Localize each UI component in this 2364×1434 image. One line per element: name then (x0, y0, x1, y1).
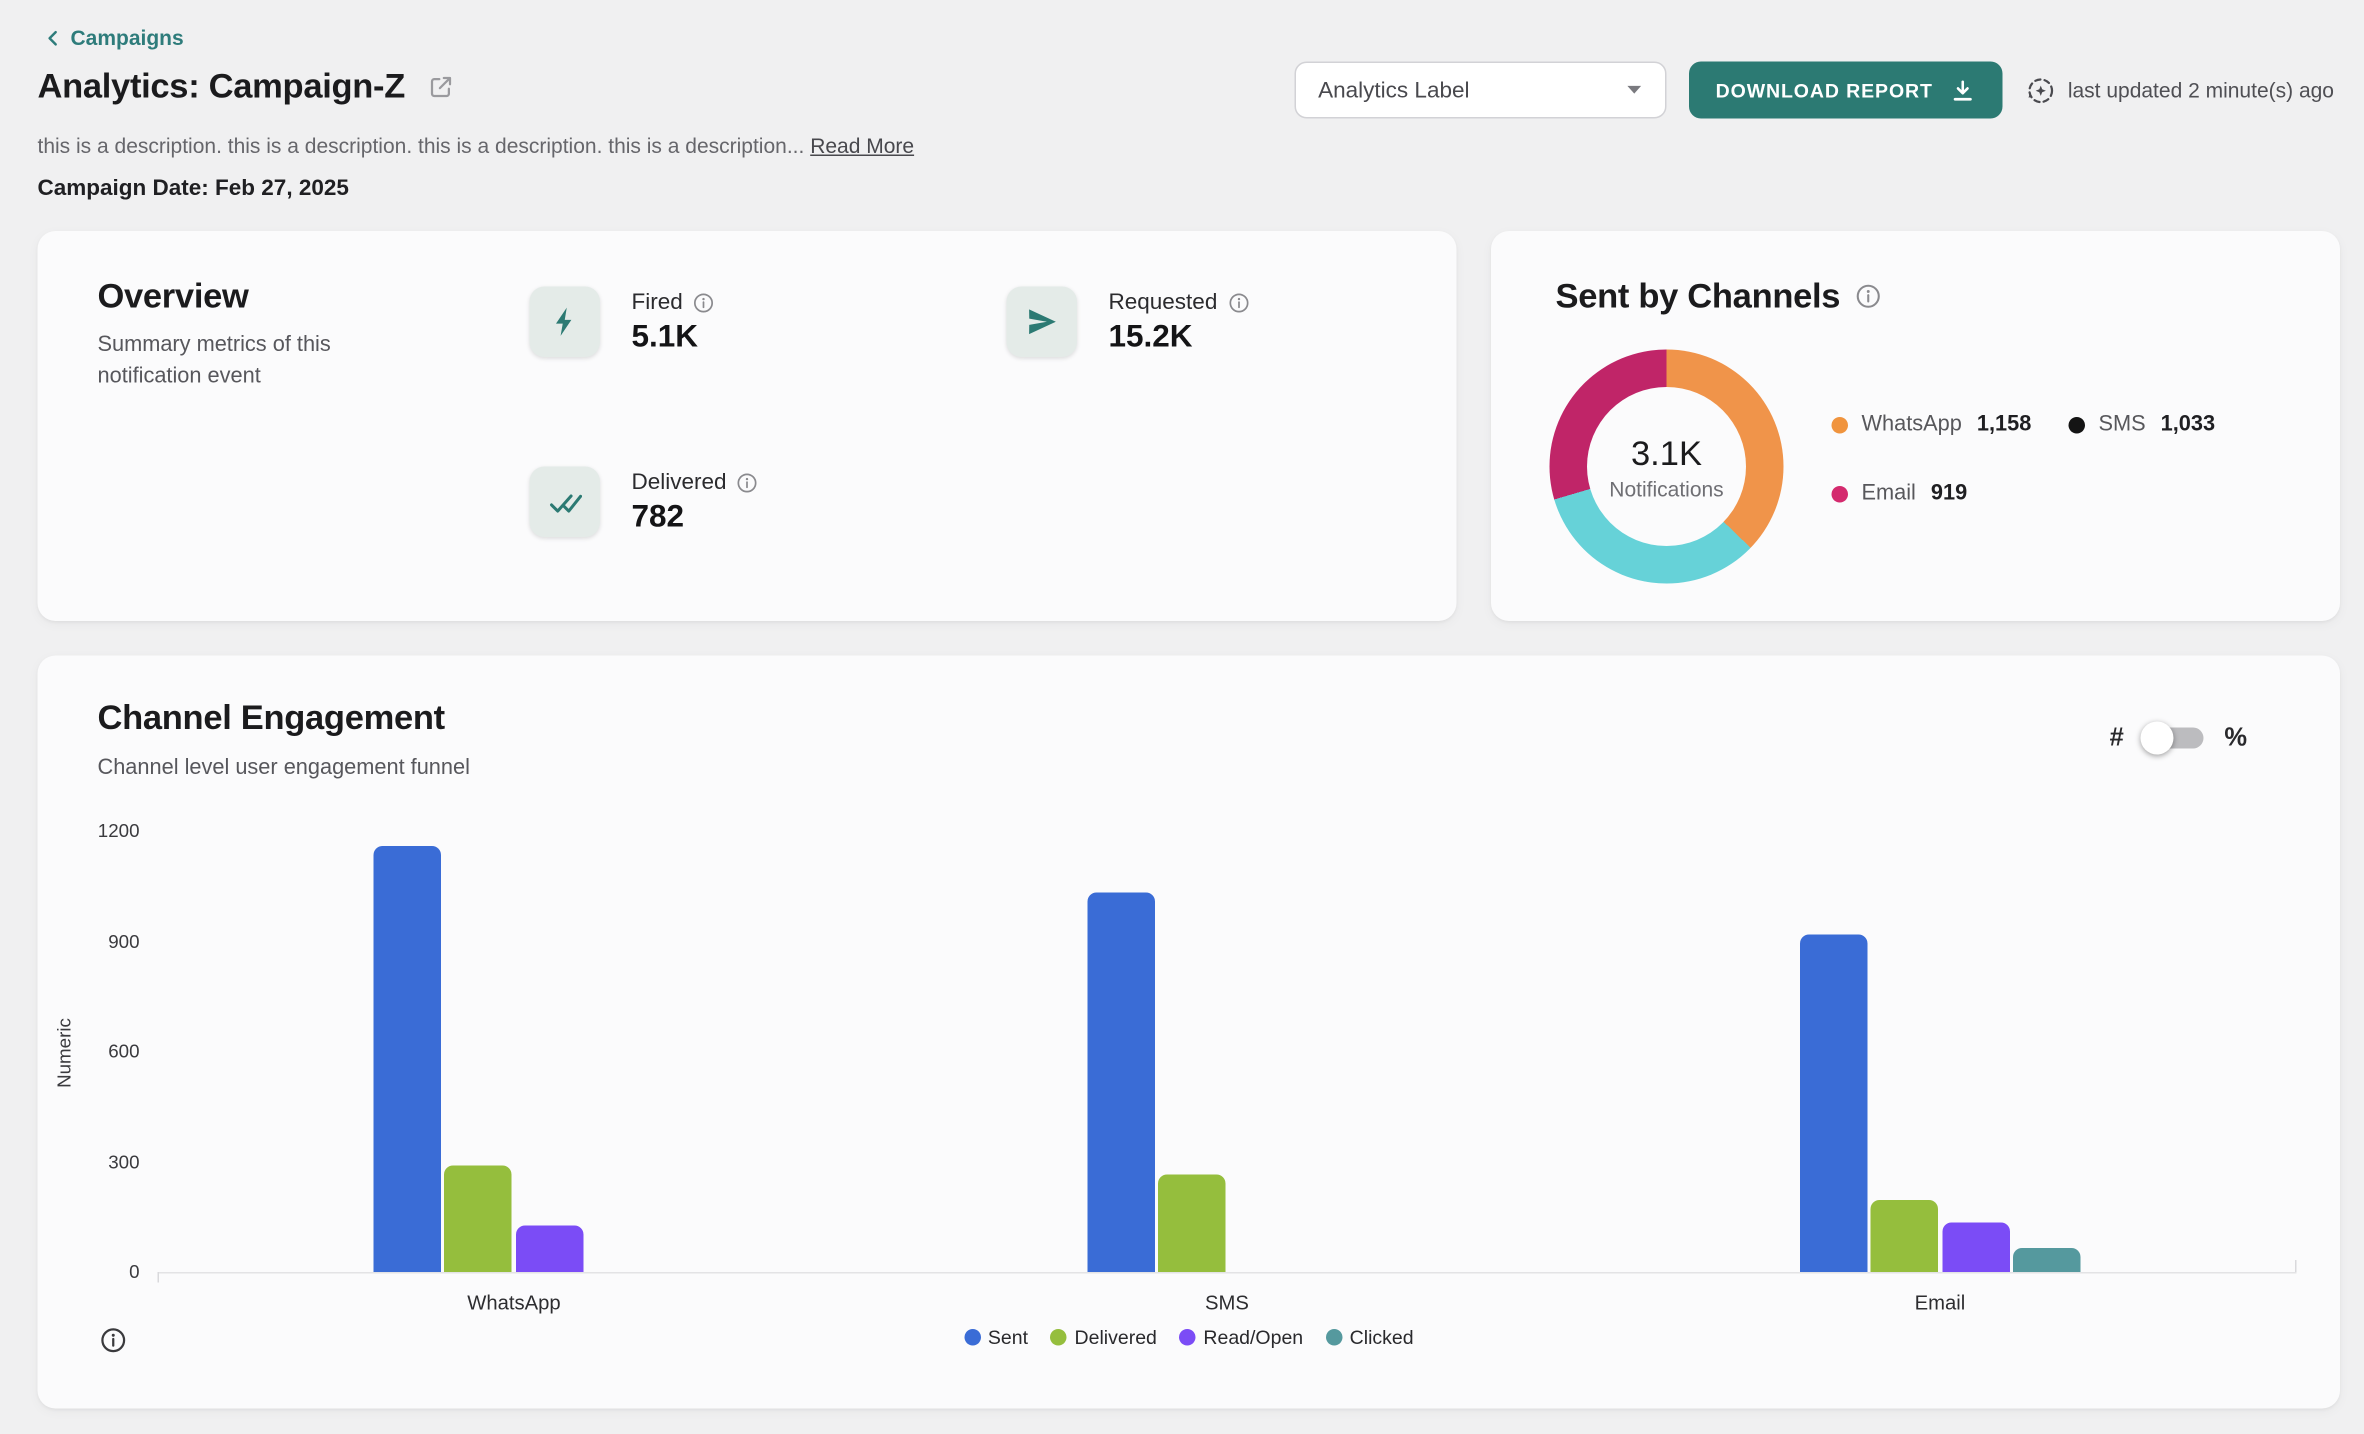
sent-by-channels-card: Sent by Channels 3.1K Notifications What… (1491, 231, 2340, 621)
donut-center: 3.1K Notifications (1587, 387, 1746, 546)
read-more-link[interactable]: Read More (810, 133, 915, 158)
metric-delivered-label: Delivered (631, 469, 727, 496)
metric-fired: Fired 5.1K (529, 286, 715, 357)
caret-down-icon (1627, 85, 1641, 94)
bar-read-open-whatsapp (515, 1226, 584, 1272)
lightning-icon (529, 286, 600, 357)
y-tick-label: 600 (108, 1041, 140, 1062)
last-updated: last updated 2 minute(s) ago (2024, 74, 2334, 106)
channels-title-row: Sent by Channels (1556, 276, 1881, 317)
x-axis-label: Email (1914, 1291, 1966, 1315)
count-percent-switch[interactable] (2140, 721, 2204, 755)
metric-requested-label: Requested (1108, 289, 1218, 316)
bar-legend-item-read-open: Read/Open (1179, 1326, 1303, 1349)
title-row: Analytics: Campaign-Z (38, 66, 455, 107)
donut-total: 3.1K (1630, 432, 1702, 472)
campaign-description: this is a description. this is a descrip… (38, 134, 915, 158)
switch-knob (2140, 721, 2174, 755)
channels-donut: 3.1K Notifications (1549, 349, 1784, 584)
legend-sms-label: SMS (2098, 412, 2146, 437)
analytics-label-select[interactable]: Analytics Label (1294, 61, 1667, 119)
bar-delivered-whatsapp (444, 1165, 513, 1272)
x-axis-label: WhatsApp (467, 1291, 561, 1315)
legend-dot (1050, 1329, 1068, 1346)
metric-requested-value: 15.2K (1108, 319, 1193, 355)
y-tick-label: 0 (129, 1261, 140, 1283)
download-report-label: DOWNLOAD REPORT (1715, 78, 1933, 102)
bar-legend-item-clicked: Clicked (1325, 1326, 1414, 1349)
send-icon (1006, 286, 1077, 357)
bar-sent-whatsapp (373, 846, 442, 1272)
description-text: this is a description. this is a descrip… (37, 133, 805, 158)
legend-dot (1179, 1329, 1196, 1346)
x-axis-label: SMS (1205, 1291, 1249, 1315)
page-title: Analytics: Campaign-Z (37, 66, 406, 105)
sync-icon[interactable] (2024, 74, 2056, 106)
legend-dot (1325, 1329, 1343, 1346)
y-tick-label: 900 (108, 930, 140, 952)
campaign-date: Campaign Date: Feb 27, 2025 (38, 176, 349, 202)
bar-legend-item-sent: Sent (963, 1326, 1028, 1349)
info-icon[interactable] (101, 1328, 127, 1354)
y-tick-label: 1200 (97, 820, 140, 842)
y-tick-label: 300 (108, 1151, 140, 1173)
bar-sent-email (1799, 934, 1868, 1272)
metric-requested: Requested 15.2K (1006, 286, 1249, 357)
engagement-subtitle: Channel level user engagement funnel (97, 756, 470, 780)
hash-symbol: # (2109, 723, 2124, 752)
count-percent-toggle-group: # % (2109, 721, 2247, 755)
download-report-button[interactable]: DOWNLOAD REPORT (1688, 61, 2002, 119)
breadcrumb[interactable]: Campaigns (44, 26, 184, 50)
legend-whatsapp-label: WhatsApp (1861, 412, 1962, 437)
bar-plot: Numeric 0 300 600 900 1200 WhatsApp SMS Email (54, 821, 2297, 1314)
last-updated-text: last updated 2 minute(s) ago (2067, 78, 2334, 102)
info-icon[interactable] (693, 292, 714, 313)
legend-item-sms: SMS 1,033 (2068, 412, 2216, 437)
bar-delivered-email (1870, 1200, 1939, 1272)
legend-email-value: 919 (1930, 481, 1968, 506)
bar-read-open-email (1941, 1222, 2010, 1272)
legend-whatsapp-value: 1,158 (1976, 412, 2032, 437)
chevron-left-icon (48, 30, 57, 45)
channel-engagement-card: Channel Engagement Channel level user en… (37, 655, 2341, 1409)
donut-total-label: Notifications (1609, 476, 1724, 501)
bar-clicked-email (2012, 1248, 2081, 1272)
double-check-icon (529, 466, 600, 537)
info-icon[interactable] (1228, 292, 1249, 313)
bar-legend: Sent Delivered Read/Open Clicked (38, 1326, 2341, 1349)
bar-delivered-sms (1157, 1174, 1226, 1272)
download-icon (1953, 79, 1972, 100)
overview-card: Overview Summary metrics of this notific… (37, 231, 1457, 621)
metric-delivered-value: 782 (631, 499, 685, 535)
bar-legend-item-delivered: Delivered (1050, 1326, 1157, 1349)
percent-symbol: % (2224, 723, 2247, 752)
metric-delivered: Delivered 782 (529, 466, 759, 537)
info-icon[interactable] (737, 472, 758, 493)
legend-item-whatsapp: WhatsApp 1,158 (1831, 412, 2032, 437)
legend-dot (963, 1329, 981, 1346)
legend-email-label: Email (1861, 481, 1916, 506)
legend-sms-value: 1,033 (2160, 412, 2216, 437)
select-value: Analytics Label (1318, 77, 1470, 103)
bar-sent-sms (1086, 892, 1155, 1272)
email-dot (1831, 485, 1848, 502)
info-icon[interactable] (1855, 284, 1881, 310)
legend-item-email: Email 919 (1831, 481, 1968, 506)
header-controls: Analytics Label DOWNLOAD REPORT last upd… (1294, 61, 2334, 119)
overview-title: Overview (97, 276, 249, 315)
sms-dot (2068, 416, 2085, 433)
metric-fired-label: Fired (631, 289, 683, 316)
campaign-date-value: Feb 27, 2025 (215, 175, 349, 202)
breadcrumb-label: Campaigns (70, 25, 184, 50)
campaign-date-label: Campaign Date: (37, 175, 209, 202)
channels-title: Sent by Channels (1555, 276, 1841, 315)
overview-subtitle: Summary metrics of this notification eve… (97, 333, 331, 389)
metric-fired-value: 5.1K (631, 319, 699, 355)
engagement-title: Channel Engagement (97, 697, 446, 737)
whatsapp-dot (1831, 416, 1848, 433)
external-link-icon[interactable] (428, 73, 455, 100)
